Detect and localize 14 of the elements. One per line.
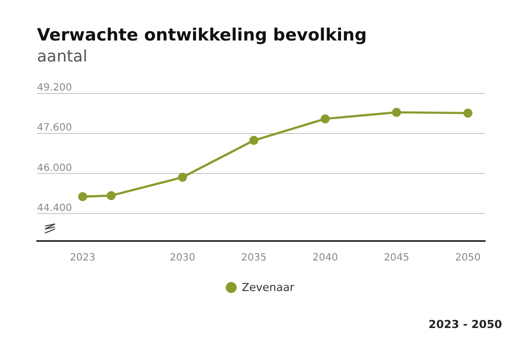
x-tick-label: 2030 <box>170 252 196 264</box>
x-tick-label: 2023 <box>70 252 96 264</box>
y-tick-label: 47.600 <box>37 122 72 134</box>
chart-subtitle: aantal <box>37 46 88 66</box>
y-tick-label: 44.400 <box>37 202 72 214</box>
x-tick-label: 2040 <box>312 252 338 264</box>
x-tick-label: 2045 <box>384 252 410 264</box>
y-tick-label: 49.200 <box>37 82 72 94</box>
y-tick-label: 46.000 <box>37 162 72 174</box>
chart-title: Verwachte ontwikkeling bevolking <box>37 26 367 46</box>
text: 2023 - 2050 <box>428 318 502 331</box>
x-tick-label: 2035 <box>241 252 267 264</box>
legend-label: Zevenaar <box>242 281 295 294</box>
x-tick-label: 2050 <box>455 252 481 264</box>
